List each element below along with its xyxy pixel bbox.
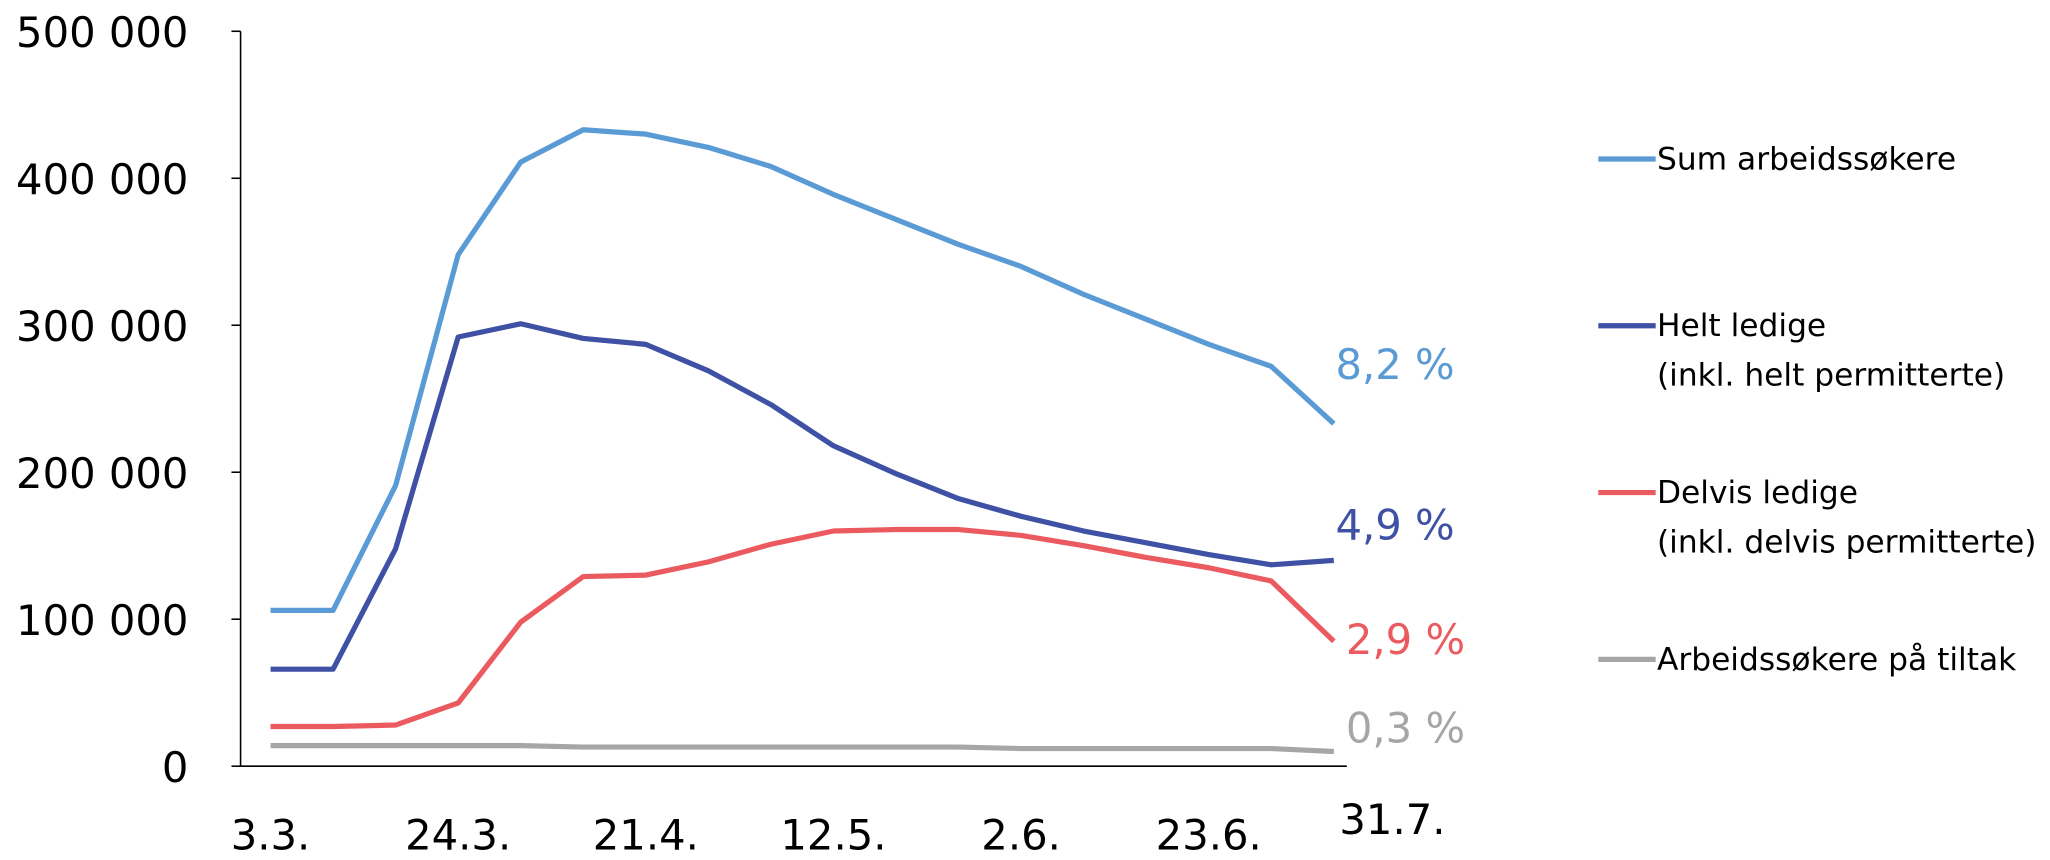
x-tick-label: 21.4. bbox=[593, 811, 699, 860]
series-line bbox=[270, 321, 1335, 672]
x-tick-label: 12.5. bbox=[780, 811, 886, 860]
legend-label: Arbeidssøkere på tiltak bbox=[1656, 641, 2017, 678]
legend-item: Helt ledige (inkl. helt permitterte) bbox=[1656, 307, 2006, 394]
series-line bbox=[270, 742, 1334, 755]
x-tick-label: 2.6. bbox=[981, 811, 1061, 860]
x-tick-label: 23.6. bbox=[1156, 811, 1262, 860]
legend-label: Helt ledige (inkl. helt permitterte) bbox=[1656, 307, 2006, 394]
legend-label: Sum arbeidssøkere bbox=[1656, 140, 1957, 178]
legend-item: Arbeidssøkere på tiltak bbox=[1656, 641, 2017, 678]
x-tick-label: 24.3. bbox=[405, 811, 511, 860]
y-tick-label: 200 000 bbox=[16, 449, 188, 498]
end-label: 0,3 % bbox=[1346, 704, 1465, 753]
x-tick-label: 3.3. bbox=[231, 811, 311, 860]
y-tick-label: 300 000 bbox=[16, 302, 188, 351]
series-line bbox=[270, 526, 1336, 730]
end-label: 8,2 % bbox=[1335, 340, 1454, 389]
end-label: 4,9 % bbox=[1335, 500, 1454, 549]
legend-label: Delvis ledige (inkl. delvis permitterte) bbox=[1656, 474, 2037, 561]
y-tick-label: 0 bbox=[162, 743, 189, 792]
series-line bbox=[270, 127, 1336, 613]
legend-item: Sum arbeidssøkere bbox=[1656, 140, 1957, 178]
y-tick-label: 100 000 bbox=[16, 596, 188, 645]
y-tick-label: 500 000 bbox=[16, 8, 188, 57]
end-label: 2,9 % bbox=[1346, 615, 1465, 664]
legend-item: Delvis ledige (inkl. delvis permitterte) bbox=[1656, 474, 2037, 561]
y-tick-label: 400 000 bbox=[16, 155, 188, 204]
x-tick-label: 31.7. bbox=[1339, 795, 1445, 844]
